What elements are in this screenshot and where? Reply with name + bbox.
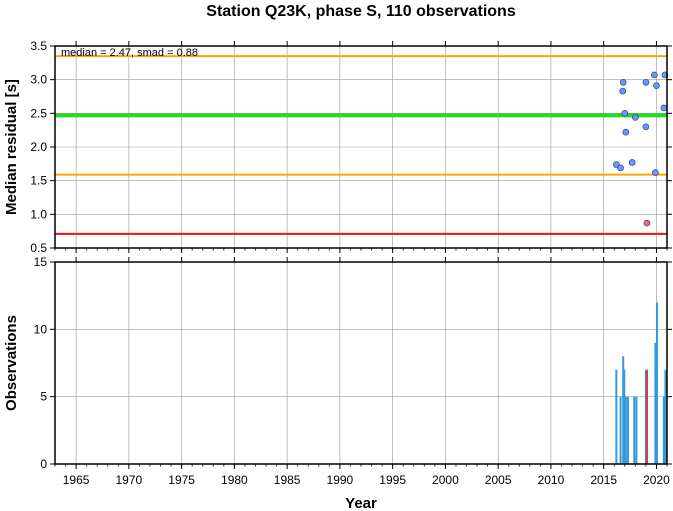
x-tick-label: 2020	[643, 473, 670, 487]
x-tick-label: 1970	[116, 473, 143, 487]
residual-point	[643, 219, 651, 227]
chart-title: Station Q23K, phase S, 110 observations	[206, 3, 516, 20]
residual-y-tick-label: 1.5	[30, 174, 47, 188]
observation-bar	[619, 396, 622, 464]
observation-bar	[615, 369, 618, 464]
observation-bar	[645, 369, 648, 464]
residual-point	[619, 87, 626, 95]
residual-point	[621, 110, 629, 117]
x-tick-label: 1975	[168, 473, 195, 487]
observation-bar	[654, 342, 657, 464]
observation-bar	[664, 369, 667, 464]
x-tick-label: 2000	[432, 473, 459, 487]
residual-x-ticks	[54, 41, 668, 253]
residual-point	[642, 123, 650, 131]
residual-y-tick-label: 3.5	[30, 39, 47, 53]
residual-panel: median = 2.47, smad = 0.88 0.5 1.0 1.5 2.0 2…	[3, 39, 672, 255]
residual-point	[628, 159, 636, 166]
observation-bar	[623, 369, 626, 464]
median-annotation: median = 2.47, smad = 0.88	[61, 47, 198, 59]
residual-point	[651, 71, 658, 79]
x-axis-label: Year	[345, 495, 377, 511]
residual-y-axis-label: Median residual [s]	[3, 79, 20, 215]
x-tick-label: 1980	[221, 473, 248, 487]
observation-bar	[622, 356, 625, 464]
observation-bars	[615, 302, 667, 464]
residual-y-tick-label: 2.5	[30, 106, 47, 120]
observations-y-tick-label: 0	[40, 457, 47, 471]
observation-bar	[635, 396, 638, 464]
residual-point	[632, 114, 639, 121]
observation-bar	[644, 369, 647, 464]
reference-lines	[55, 55, 667, 235]
x-tick-label: 1995	[379, 473, 406, 487]
x-tick-label: 2010	[538, 473, 565, 487]
x-tick-label: 1985	[274, 473, 301, 487]
residual-y-tick-label: 3.0	[30, 73, 47, 87]
observations-y-tick-label: 15	[34, 255, 48, 269]
observations-y-axis-label: Observations	[3, 315, 20, 411]
observation-bar	[633, 396, 636, 464]
residual-point	[642, 79, 650, 86]
x-tick-label: 1965	[63, 473, 90, 487]
residual-points	[613, 71, 669, 227]
residual-point	[619, 79, 627, 86]
residual-y-ticks: 0.5 1.0 1.5 2.0 2.5 3.0 3.5	[30, 39, 672, 255]
residual-point	[622, 128, 630, 136]
observations-x-ticks: 1965 1970 1975 1980 1985 1990 1995 2000 2005 2010…	[54, 257, 670, 487]
observations-y-tick-label: 10	[34, 322, 48, 336]
residual-y-tick-label: 2.0	[30, 140, 47, 154]
residual-point	[652, 169, 659, 176]
observation-bar	[662, 396, 665, 464]
observations-panel-frame	[54, 261, 668, 465]
x-tick-label: 1990	[327, 473, 354, 487]
residual-point	[660, 104, 668, 112]
residual-y-tick-label: 1.0	[30, 207, 47, 221]
observation-bar	[624, 396, 627, 464]
residual-point	[617, 164, 624, 172]
observations-panel: 0 5 10 15 1965 1970 1975 1980 1985 1990 1995 2000 2…	[3, 255, 672, 511]
observation-bar	[655, 302, 658, 464]
x-tick-label: 2015	[590, 473, 617, 487]
observations-y-ticks: 0 5 10 15	[34, 255, 672, 471]
observations-y-tick-label: 5	[40, 390, 47, 404]
observation-bar	[626, 396, 629, 464]
observations-grid	[55, 261, 667, 465]
residual-point	[653, 82, 660, 90]
residual-y-tick-label: 0.5	[30, 241, 47, 255]
x-tick-label: 2005	[485, 473, 512, 487]
residual-grid	[55, 45, 667, 249]
